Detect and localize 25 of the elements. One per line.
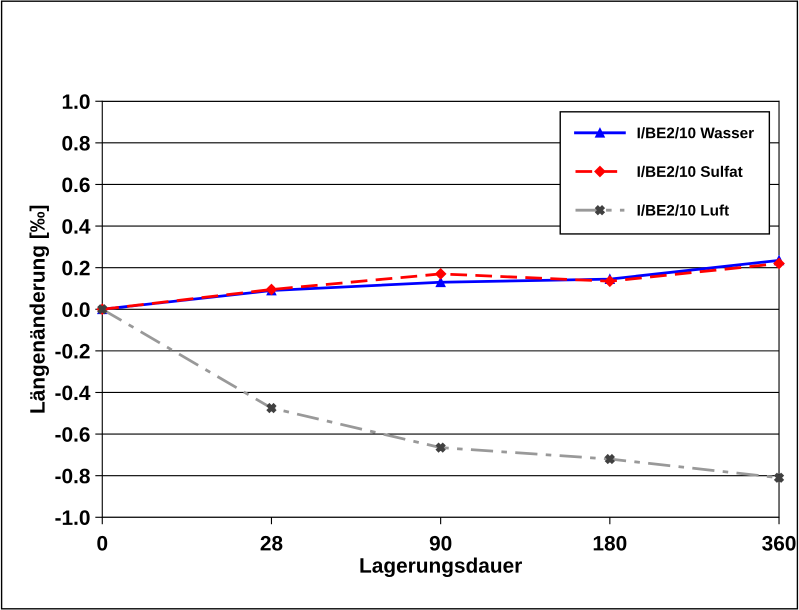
y-axis-title: Längenänderung [‰] [30,206,50,413]
x-tick-label: 28 [260,536,282,551]
y-tick-label: 0.8 [62,136,90,151]
y-tick-label: 1.0 [62,94,90,110]
y-tick-label: 0.6 [62,177,90,192]
y-tick-label: 0.2 [62,260,90,276]
y-tick-label: -0.6 [55,427,90,442]
point [773,258,785,270]
x-tick-label: 0 [97,536,108,551]
legend-label: I/BE2/10 Sulfat [638,166,743,178]
x-axis-title: Lagerungsdauer [360,558,522,578]
x-tick-label: 90 [430,536,452,551]
y-tick-label: -0.2 [55,344,90,359]
legend-label: I/BE2/10 Wasser [638,127,754,138]
y-tick-label: -0.4 [55,385,90,400]
point [435,268,446,280]
point [604,276,616,287]
y-tick-label: -0.8 [55,468,90,484]
legend-label: I/BE2/10 Luft [638,204,729,216]
y-tick-label: 0.0 [62,302,90,318]
x-tick-label: 360 [762,536,796,551]
point [436,277,446,288]
y-tick-label: -1.0 [55,510,90,526]
x-tick-label: 180 [594,536,626,551]
y-tick-label: 0.4 [62,219,90,234]
